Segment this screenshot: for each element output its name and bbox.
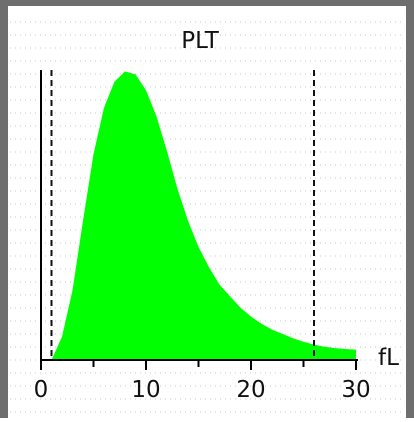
x-tick-label: 0: [34, 377, 49, 403]
x-tick-label: 20: [236, 377, 265, 403]
x-tick-label: 10: [131, 377, 160, 403]
chart-title: PLT: [181, 28, 220, 54]
right-frame-bar: [406, 6, 414, 418]
discriminator-lines: [50, 70, 315, 360]
left-frame-bar: [0, 6, 8, 418]
area-layer: [51, 71, 356, 361]
top-frame-bar: [0, 0, 414, 6]
x-ticks: 0 10 20 30: [34, 360, 371, 403]
x-tick-label: 30: [341, 377, 370, 403]
plt-distribution-area: [51, 71, 356, 361]
x-axis-label: fL: [378, 345, 399, 371]
